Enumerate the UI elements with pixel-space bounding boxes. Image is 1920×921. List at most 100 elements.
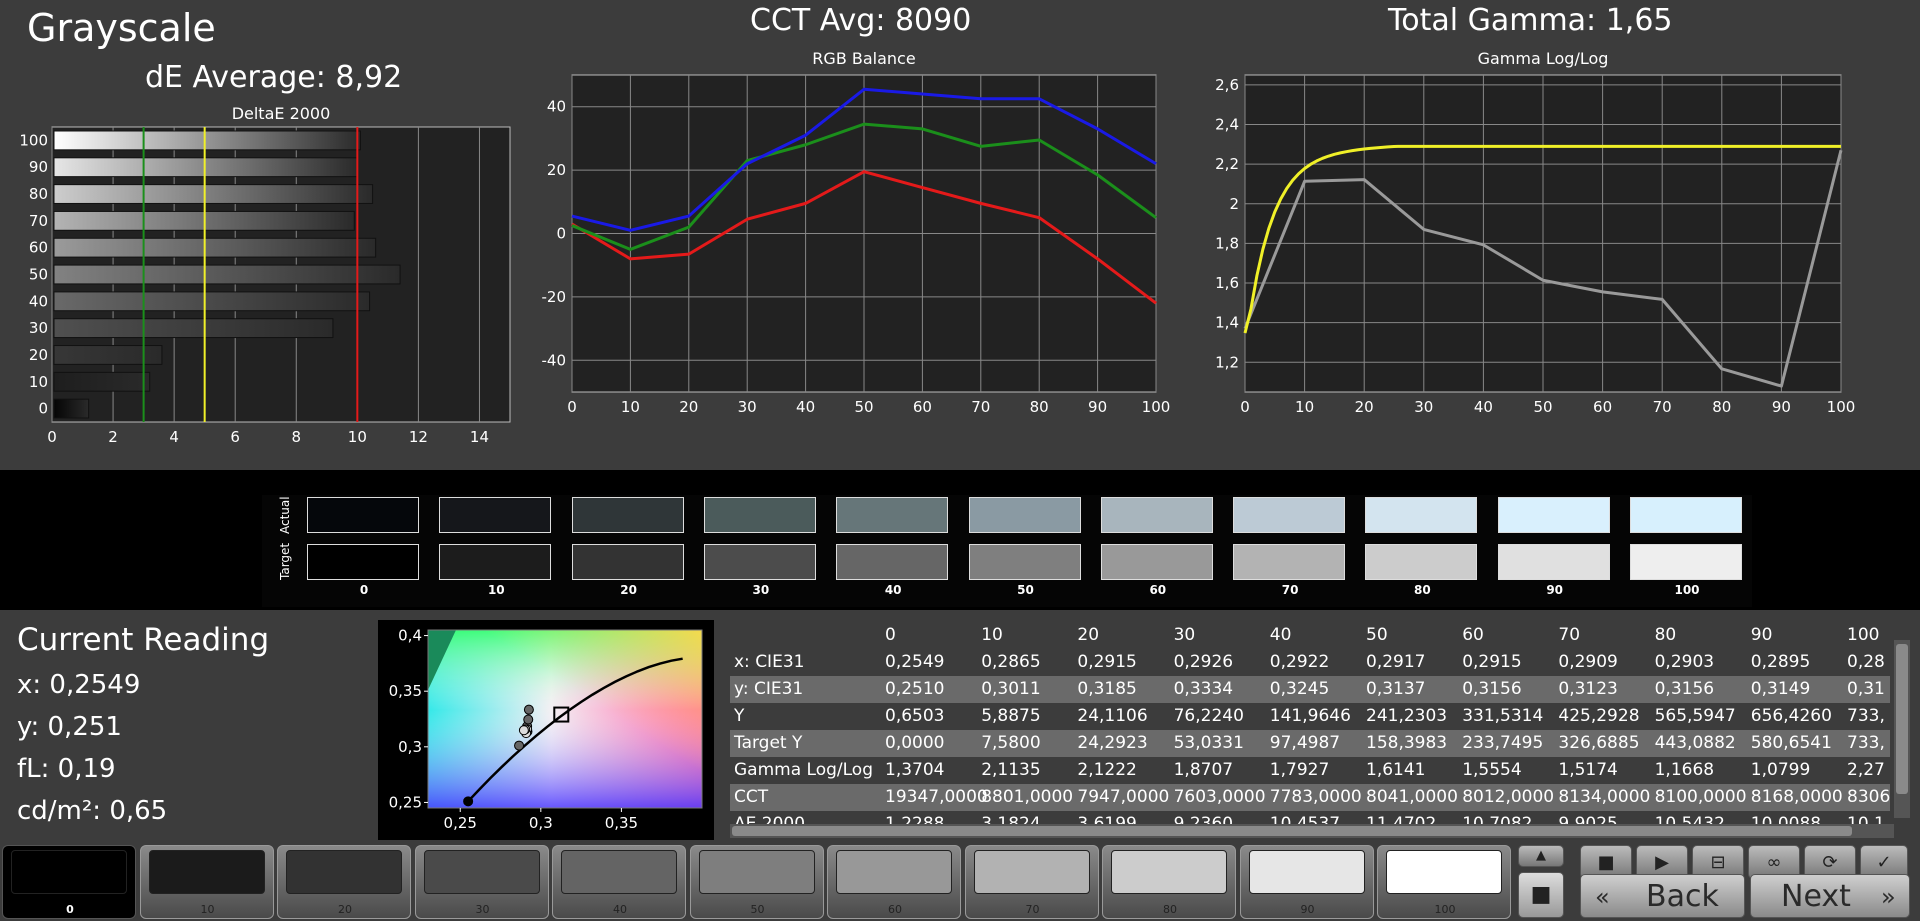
cie-measured-point [518,725,529,736]
table-row[interactable]: x: CIE31 0,2549 0,2865 0,2915 0,2926 0,2922 0,… [730,649,1890,676]
back-button[interactable]: « Back [1580,874,1745,918]
deltae-category-label: 40 [29,292,48,310]
table-cell: 0,2917 [1366,652,1426,672]
actual-swatch [571,497,684,533]
rgb-balance-chart: RGB Balance 0 10 20 30 40 50 60 70 80 90 100 40 20 0 -2… [542,50,1171,416]
cie-xtick-label: 0,25 [444,814,477,832]
actual-swatch [1630,497,1742,533]
patch-button[interactable]: 0 [2,845,136,919]
gamma-xtick-label: 20 [1355,398,1374,416]
table-cell: 76,2240 [1173,706,1244,726]
deltae-category-label: 10 [29,373,48,391]
cie-color-field-overlay [428,630,702,808]
table-cell: 8306 [1847,787,1890,807]
table-row[interactable]: Y 0,6503 5,8875 24,1106 76,2240 141,9646 241,2… [730,703,1890,730]
swatch-level-label: 40 [884,583,902,597]
table-column-header[interactable]: 40 [1269,625,1292,645]
table-cell: 8134,0000 [1558,787,1651,807]
table-column-header[interactable]: 30 [1173,625,1196,645]
patch-color [1386,850,1502,894]
rgb-ytick-label: 20 [547,161,566,179]
table-column-header[interactable]: 0 [885,625,896,645]
actual-swatch [1100,497,1213,533]
patch-button[interactable]: 70 [964,845,1099,919]
table-scroll-thumb[interactable] [1896,644,1908,794]
play-button[interactable]: ▶ [1636,845,1688,879]
patch-button[interactable]: 20 [277,845,411,919]
patch-button[interactable]: 60 [827,845,961,919]
actual-swatch [1365,497,1478,533]
table-row-label: x: CIE31 [734,652,805,672]
table-row[interactable]: CCT 19347,0000 8801,0000 7947,0000 7603,0000… [730,784,1890,811]
table-row[interactable]: Gamma Log/Log 1,3704 2,1135 2,1222 1,8707 1,7… [730,757,1890,784]
patch-color [148,850,265,894]
patch-button[interactable]: 40 [552,845,686,919]
table-column-header[interactable]: 60 [1462,625,1484,645]
table-cell: 2,1135 [981,760,1041,780]
patch-color [11,850,127,894]
target-row-label: Target [278,542,292,580]
cie-measured-point [523,704,534,715]
gamma-ytick-label: 1,4 [1215,314,1239,332]
deltae-bar [53,130,361,151]
rgb-ytick-label: 40 [547,98,566,116]
table-cell: 0,2926 [1173,652,1234,672]
deltae-category-label: 70 [29,212,48,230]
table-cell: 425,2928 [1558,706,1640,726]
swatch-level-label: 70 [1281,583,1299,597]
table-cell: 0,3156 [1654,679,1715,699]
cie-xtick-label: 0,3 [529,814,553,832]
patch-button[interactable]: 90 [1239,845,1374,919]
cie-ytick-label: 0,4 [398,627,422,645]
table-vertical-scrollbar[interactable] [1894,640,1910,818]
cie-plot-border [427,629,703,809]
stop-square-button[interactable]: ■ [1518,872,1564,918]
table-column-header[interactable]: 70 [1558,625,1581,645]
step-button[interactable]: ⊟ [1692,845,1744,879]
patch-button[interactable]: 10 [139,845,274,919]
refresh-button[interactable]: ⟳ [1804,845,1856,879]
table-column-header[interactable]: 80 [1654,625,1677,645]
patch-button[interactable]: 80 [1102,845,1236,919]
gamma-title: Gamma Log/Log [1478,50,1609,68]
measurement-table[interactable]: 0 10 20 30 40 50 60 70 80 90 100 x: CIE31 0,2549 0,28… [730,622,1890,835]
table-column-header[interactable]: 10 [981,625,1003,645]
table-cell: 0,3149 [1750,679,1811,699]
patch-button[interactable]: 100 [1377,845,1511,919]
table-cell: 241,2303 [1366,706,1448,726]
patch-label: 40 [613,903,627,916]
table-column-header[interactable]: 50 [1366,625,1388,645]
table-column-header[interactable]: 90 [1750,625,1773,645]
table-horizontal-scrollbar[interactable] [730,824,1894,838]
patch-button[interactable]: 50 [689,845,824,919]
infinity-icon: ∞ [1766,852,1782,873]
table-row[interactable]: y: CIE31 0,2510 0,3011 0,3185 0,3334 0,3245 0,… [730,676,1890,703]
table-cell: 0,3011 [981,679,1041,699]
table-cell: 1,5174 [1558,760,1618,780]
next-button[interactable]: Next » [1750,874,1910,918]
refresh-icon: ⟳ [1822,852,1838,873]
patch-label: 0 [66,903,74,916]
table-cell: 0,2510 [885,679,945,699]
patch-color [836,850,952,894]
gamma-ytick-label: 1,8 [1215,234,1239,252]
play-icon: ▶ [1655,852,1669,873]
table-row-label: CCT [734,787,769,807]
table-column-header[interactable]: 100 [1847,625,1880,645]
table-hscroll-thumb[interactable] [732,826,1852,836]
confirm-button[interactable]: ✓ [1860,845,1908,879]
rgb-xtick-label: 80 [1030,398,1049,416]
deltae-bar [53,345,163,365]
patch-label: 80 [1163,903,1177,916]
loop-button[interactable]: ∞ [1748,845,1800,879]
deltae-category-label: 80 [29,185,48,203]
table-header-row: 0 10 20 30 40 50 60 70 80 90 100 [730,622,1890,649]
gamma-xtick-label: 70 [1653,398,1672,416]
rgb-xtick-label: 0 [567,398,577,416]
scroll-up-button[interactable]: ▲ [1518,845,1564,867]
table-row[interactable]: Target Y 0,0000 7,5800 24,2923 53,0331 97,498… [730,730,1890,757]
patch-button[interactable]: 30 [414,845,549,919]
stop-icon: ■ [1597,852,1615,873]
table-column-header[interactable]: 20 [1077,625,1100,645]
